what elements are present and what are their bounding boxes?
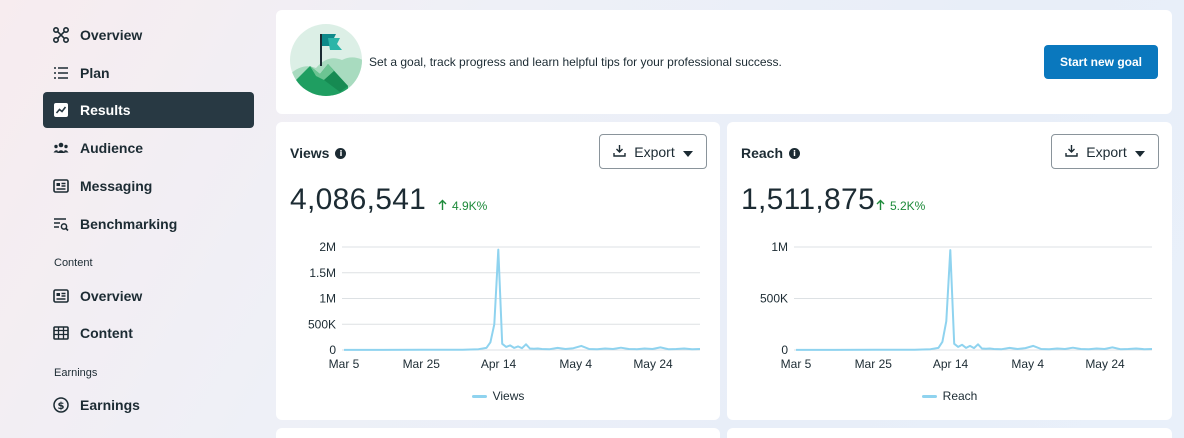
- series-line: [344, 248, 701, 351]
- reach-legend: Reach: [727, 389, 1172, 403]
- caret-down-icon: [682, 144, 693, 160]
- views-export-button[interactable]: Export: [599, 134, 707, 169]
- sidebar-item-plan[interactable]: Plan: [43, 55, 254, 91]
- y-tick-label: 1.5M: [309, 266, 336, 280]
- sidebar-item-label: Overview: [80, 27, 143, 43]
- arrow-up-icon: [876, 199, 885, 213]
- views-card: Views i Export 4,086,541 4.9K% 0 500K 1M 1.…: [276, 122, 720, 420]
- goal-flag-illustration: [290, 24, 362, 96]
- legend-label: Reach: [942, 389, 978, 403]
- legend-swatch: [921, 394, 937, 398]
- sidebar-item-label: Results: [80, 102, 131, 118]
- sidebar-item-content-overview[interactable]: Overview: [43, 278, 254, 314]
- y-tick-label: 0: [329, 343, 336, 357]
- message-card-icon: [53, 178, 69, 194]
- legend-swatch: [471, 394, 487, 398]
- views-chart: 0 500K 1M 1.5M 2M Mar 5 Mar 25 Apr 14 May 4 May 2…: [308, 240, 701, 371]
- sidebar-item-earnings[interactable]: $ Earnings: [43, 387, 254, 423]
- change-value: 5.2K%: [890, 199, 926, 213]
- reach-value: 1,511,875: [741, 183, 875, 216]
- sidebar-item-overview[interactable]: Overview: [43, 17, 254, 53]
- sidebar-item-label: Audience: [80, 140, 144, 156]
- x-tick-label: May 4: [1011, 357, 1044, 371]
- sidebar-item-content[interactable]: Content: [43, 315, 254, 351]
- info-icon[interactable]: i: [789, 147, 801, 159]
- arrow-up-icon: [438, 199, 447, 213]
- views-change: 4.9K%: [438, 199, 487, 213]
- change-value: 4.9K%: [452, 199, 488, 213]
- y-tick-label: 1M: [319, 292, 336, 306]
- network-icon: [53, 27, 69, 43]
- x-tick-label: Apr 14: [933, 357, 969, 371]
- x-tick-label: Mar 5: [329, 357, 360, 371]
- reach-card: Reach i Export 1,511,875 5.2K% 0 500K 1M Ma…: [727, 122, 1172, 420]
- sidebar-item-label: Messaging: [80, 178, 153, 194]
- svg-text:$: $: [58, 401, 65, 412]
- sidebar-item-label: Plan: [80, 65, 110, 81]
- sidebar-item-label: Earnings: [80, 397, 140, 413]
- section-label-content: Content: [54, 257, 93, 269]
- sidebar-item-label: Benchmarking: [80, 216, 178, 232]
- content-overview-icon: [53, 288, 69, 304]
- grid-icon: [53, 325, 69, 341]
- reach-title: Reach i: [741, 145, 801, 161]
- views-legend: Views: [276, 389, 720, 403]
- goal-card: Set a goal, track progress and learn hel…: [276, 10, 1172, 114]
- sidebar-item-audience[interactable]: Audience: [43, 130, 254, 166]
- card-title-text: Views: [290, 145, 330, 161]
- views-title: Views i: [290, 145, 347, 161]
- y-tick-label: 500K: [760, 292, 788, 306]
- series-line: [796, 249, 1153, 351]
- goal-description: Set a goal, track progress and learn hel…: [369, 55, 782, 69]
- y-tick-label: 500K: [308, 317, 336, 331]
- section-label-earnings: Earnings: [54, 367, 98, 379]
- download-icon: [613, 144, 626, 160]
- y-tick-label: 2M: [319, 240, 336, 254]
- list-icon: [53, 65, 69, 81]
- x-tick-label: Apr 14: [481, 357, 517, 371]
- x-tick-label: May 24: [633, 357, 673, 371]
- caret-down-icon: [1134, 144, 1145, 160]
- search-list-icon: [53, 216, 69, 232]
- reach-chart: 0 500K 1M Mar 5 Mar 25 Apr 14 May 4 May 24: [760, 240, 1153, 371]
- sidebar-item-label: Overview: [80, 288, 143, 304]
- reach-change: 5.2K%: [876, 199, 925, 213]
- x-tick-label: May 4: [559, 357, 592, 371]
- x-tick-label: Mar 5: [781, 357, 812, 371]
- start-new-goal-button[interactable]: Start new goal: [1044, 45, 1158, 79]
- x-tick-label: Mar 25: [855, 357, 893, 371]
- sidebar-item-results[interactable]: Results: [43, 92, 254, 128]
- next-card-partial: [727, 428, 1172, 438]
- x-tick-label: Mar 25: [403, 357, 441, 371]
- export-label: Export: [1086, 143, 1127, 160]
- card-title-text: Reach: [741, 145, 784, 161]
- y-tick-label: 1M: [771, 240, 788, 254]
- sidebar-item-label: Content: [80, 325, 133, 341]
- people-icon: [53, 140, 69, 156]
- sidebar-item-messaging[interactable]: Messaging: [43, 168, 254, 204]
- views-value: 4,086,541: [290, 183, 427, 216]
- trend-icon: [53, 102, 69, 118]
- sidebar-item-benchmarking[interactable]: Benchmarking: [43, 206, 254, 242]
- export-label: Export: [634, 143, 675, 160]
- y-tick-label: 0: [781, 343, 788, 357]
- reach-export-button[interactable]: Export: [1051, 134, 1159, 169]
- x-tick-label: May 24: [1085, 357, 1125, 371]
- sidebar: Overview Plan Results Audience Messaging…: [0, 0, 262, 438]
- next-card-partial: [276, 428, 720, 438]
- info-icon[interactable]: i: [335, 147, 347, 159]
- download-icon: [1065, 144, 1078, 160]
- dollar-icon: $: [53, 397, 69, 413]
- legend-label: Views: [492, 389, 525, 403]
